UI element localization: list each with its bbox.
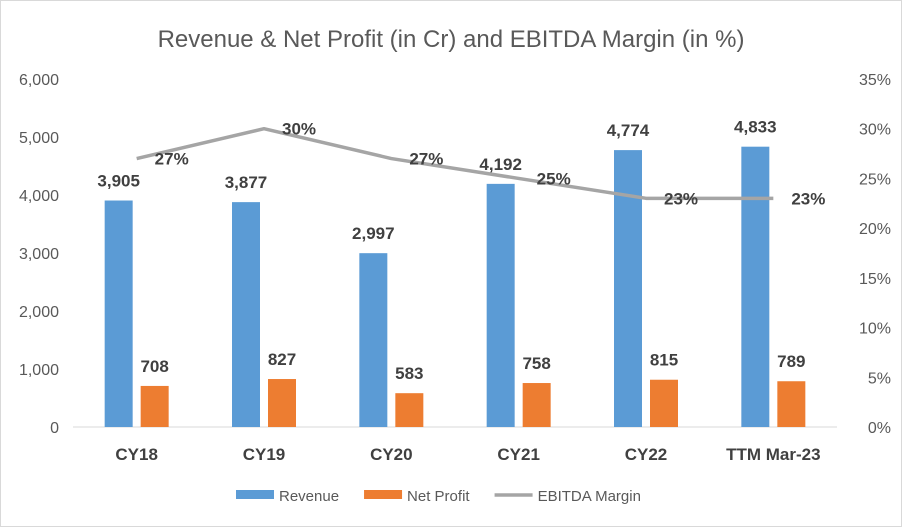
right-tick-label: 10% bbox=[859, 321, 891, 338]
right-tick-label: 5% bbox=[868, 370, 891, 387]
line-data-label: 27% bbox=[409, 150, 443, 169]
left-axis: 0 1,000 2,000 3,000 4,000 5,000 6,000 bbox=[19, 72, 59, 437]
bar-net-profit bbox=[395, 393, 424, 427]
right-axis: 0% 5% 10% 15% 20% 25% 30% 35% bbox=[859, 72, 891, 437]
bar-data-label: 583 bbox=[395, 364, 423, 383]
bar-revenue bbox=[741, 146, 770, 427]
bar-revenue bbox=[359, 253, 388, 427]
left-tick-label: 4,000 bbox=[19, 188, 59, 205]
bar-data-label: 758 bbox=[522, 354, 550, 373]
line-series: 27% 30% 27% 25% 23% 23% bbox=[136, 120, 825, 208]
bar-data-label: 4,774 bbox=[607, 121, 650, 140]
bar-net-profit bbox=[140, 385, 169, 427]
bar-data-label: 3,905 bbox=[97, 172, 140, 191]
bar-series: 3,905 708 3,877 827 2,997 583 4,192 758 4,774 815… bbox=[97, 118, 806, 427]
left-tick-label: 2,000 bbox=[19, 304, 59, 321]
right-tick-label: 35% bbox=[859, 72, 891, 89]
category-labels: CY18 CY19 CY20 CY21 CY22 TTM Mar-23 bbox=[115, 445, 820, 464]
line-data-label: 23% bbox=[791, 189, 825, 208]
bar-revenue bbox=[486, 183, 515, 427]
right-tick-label: 25% bbox=[859, 171, 891, 188]
legend-label: Revenue bbox=[279, 488, 339, 505]
bar-net-profit bbox=[268, 379, 296, 427]
bar-data-label: 4,833 bbox=[734, 118, 777, 137]
right-tick-label: 20% bbox=[859, 221, 891, 238]
legend-label: Net Profit bbox=[407, 488, 470, 505]
left-tick-label: 3,000 bbox=[19, 246, 59, 263]
line-data-label: 25% bbox=[537, 169, 571, 188]
left-tick-label: 6,000 bbox=[19, 72, 59, 89]
line-data-label: 23% bbox=[664, 189, 698, 208]
bar-revenue bbox=[232, 202, 260, 427]
legend: Revenue Net Profit EBITDA Margin bbox=[236, 488, 641, 505]
left-tick-label: 5,000 bbox=[19, 130, 59, 147]
bar-data-label: 789 bbox=[777, 352, 805, 371]
chart-title: Revenue & Net Profit (in Cr) and EBITDA … bbox=[158, 26, 745, 53]
bar-data-label: 708 bbox=[140, 357, 168, 376]
right-tick-label: 0% bbox=[868, 420, 891, 437]
legend-item-revenue: Revenue bbox=[236, 488, 339, 505]
category-label: CY18 bbox=[115, 445, 158, 464]
bar-data-label: 827 bbox=[268, 350, 296, 369]
left-tick-label: 0 bbox=[50, 420, 59, 437]
category-label: CY21 bbox=[497, 445, 540, 464]
bar-data-label: 2,997 bbox=[352, 224, 395, 243]
bar-data-label: 3,877 bbox=[225, 173, 268, 192]
legend-item-ebitda-margin: EBITDA Margin bbox=[494, 488, 641, 505]
legend-swatch bbox=[236, 490, 274, 499]
bar-revenue bbox=[104, 200, 133, 427]
category-label: CY19 bbox=[243, 445, 286, 464]
line-data-label: 27% bbox=[155, 150, 189, 169]
legend-swatch bbox=[364, 490, 403, 499]
category-label: CY20 bbox=[370, 445, 413, 464]
bar-net-profit bbox=[522, 383, 551, 427]
bar-net-profit bbox=[777, 381, 806, 427]
legend-label: EBITDA Margin bbox=[538, 488, 641, 505]
line-data-label: 30% bbox=[282, 120, 316, 139]
bar-net-profit bbox=[650, 379, 678, 427]
bar-revenue bbox=[614, 150, 642, 427]
legend-item-net-profit: Net Profit bbox=[364, 488, 470, 505]
right-tick-label: 15% bbox=[859, 271, 891, 288]
category-label: CY22 bbox=[625, 445, 668, 464]
ebitda-margin-line bbox=[136, 126, 774, 201]
right-tick-label: 30% bbox=[859, 122, 891, 139]
left-tick-label: 1,000 bbox=[19, 362, 59, 379]
bar-data-label: 815 bbox=[650, 351, 678, 370]
category-label: TTM Mar-23 bbox=[726, 445, 820, 464]
bar-data-label: 4,192 bbox=[479, 155, 522, 174]
